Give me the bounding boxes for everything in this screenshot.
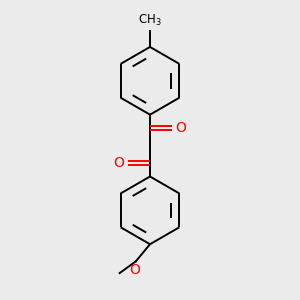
Text: O: O [176, 121, 187, 135]
Text: O: O [113, 156, 124, 170]
Text: O: O [129, 263, 140, 277]
Text: CH$_3$: CH$_3$ [138, 13, 162, 28]
